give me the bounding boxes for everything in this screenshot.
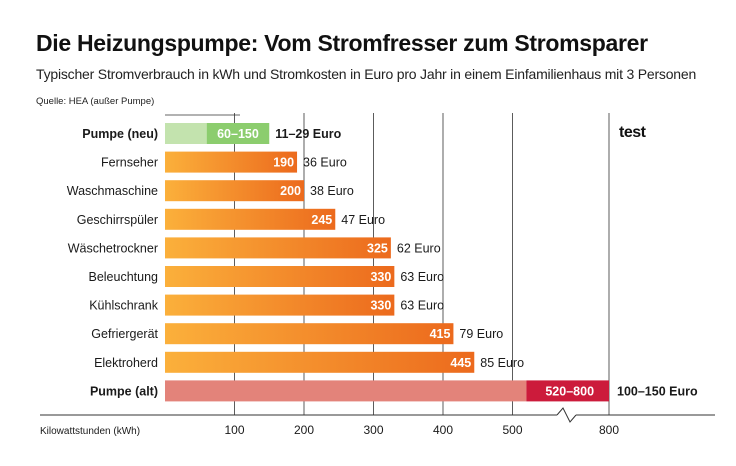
cost-label: 38 Euro	[310, 184, 354, 198]
data-label: 60–150	[217, 127, 259, 141]
category-label: Pumpe (neu)	[82, 127, 158, 141]
data-label: 200	[280, 184, 301, 198]
category-label: Pumpe (alt)	[90, 384, 158, 398]
tick-label: 100	[224, 423, 244, 437]
cost-label: 36 Euro	[303, 156, 347, 170]
x-axis-label: Kilowattstunden (kWh)	[40, 426, 140, 437]
bar	[165, 294, 395, 316]
category-label: Waschmaschine	[67, 184, 158, 198]
data-label: 330	[370, 299, 391, 313]
bar	[165, 237, 391, 259]
data-label: 245	[311, 213, 332, 227]
bar	[206, 123, 270, 144]
tick-label: 400	[433, 423, 453, 437]
bar	[165, 208, 336, 230]
category-label: Elektroherd	[94, 356, 158, 370]
chart-title: Die Heizungspumpe: Vom Stromfresser zum …	[36, 30, 648, 56]
cost-label: 47 Euro	[341, 213, 385, 227]
bar	[165, 351, 475, 373]
bar-range-low	[165, 380, 527, 402]
data-label: 330	[370, 270, 391, 284]
chart-subtitle: Typischer Stromverbrauch in kWh und Stro…	[36, 66, 697, 82]
cost-label: 11–29 Euro	[275, 127, 341, 141]
category-label: Kühlschrank	[89, 299, 159, 313]
cost-label: 85 Euro	[480, 356, 524, 370]
bar	[526, 380, 609, 402]
data-label: 190	[273, 156, 294, 170]
tick-label: 500	[502, 423, 522, 437]
bar	[165, 323, 454, 345]
category-label: Geschirrspüler	[77, 213, 158, 227]
data-label: 520–800	[545, 384, 594, 398]
tick-label: 300	[363, 423, 383, 437]
category-label: Gefriergerät	[91, 327, 158, 341]
tick-label: 800	[599, 423, 619, 437]
data-label: 445	[450, 356, 471, 370]
data-label: 415	[430, 327, 451, 341]
bar	[165, 266, 395, 287]
cost-label: 100–150 Euro	[617, 384, 698, 398]
bar-range-low	[165, 123, 207, 144]
category-label: Wäschetrockner	[68, 241, 158, 255]
tick-label: 200	[294, 423, 314, 437]
data-label: 325	[367, 241, 388, 255]
category-label: Fernseher	[101, 156, 158, 170]
brand-logo: test	[619, 124, 646, 141]
bar	[165, 151, 298, 173]
cost-label: 62 Euro	[397, 241, 441, 255]
category-label: Beleuchtung	[88, 270, 158, 284]
cost-label: 63 Euro	[400, 270, 444, 284]
axis-break	[556, 407, 577, 423]
cost-label: 79 Euro	[459, 327, 503, 341]
bar	[165, 180, 304, 202]
cost-label: 63 Euro	[400, 299, 444, 313]
chart-source: Quelle: HEA (außer Pumpe)	[36, 96, 155, 107]
